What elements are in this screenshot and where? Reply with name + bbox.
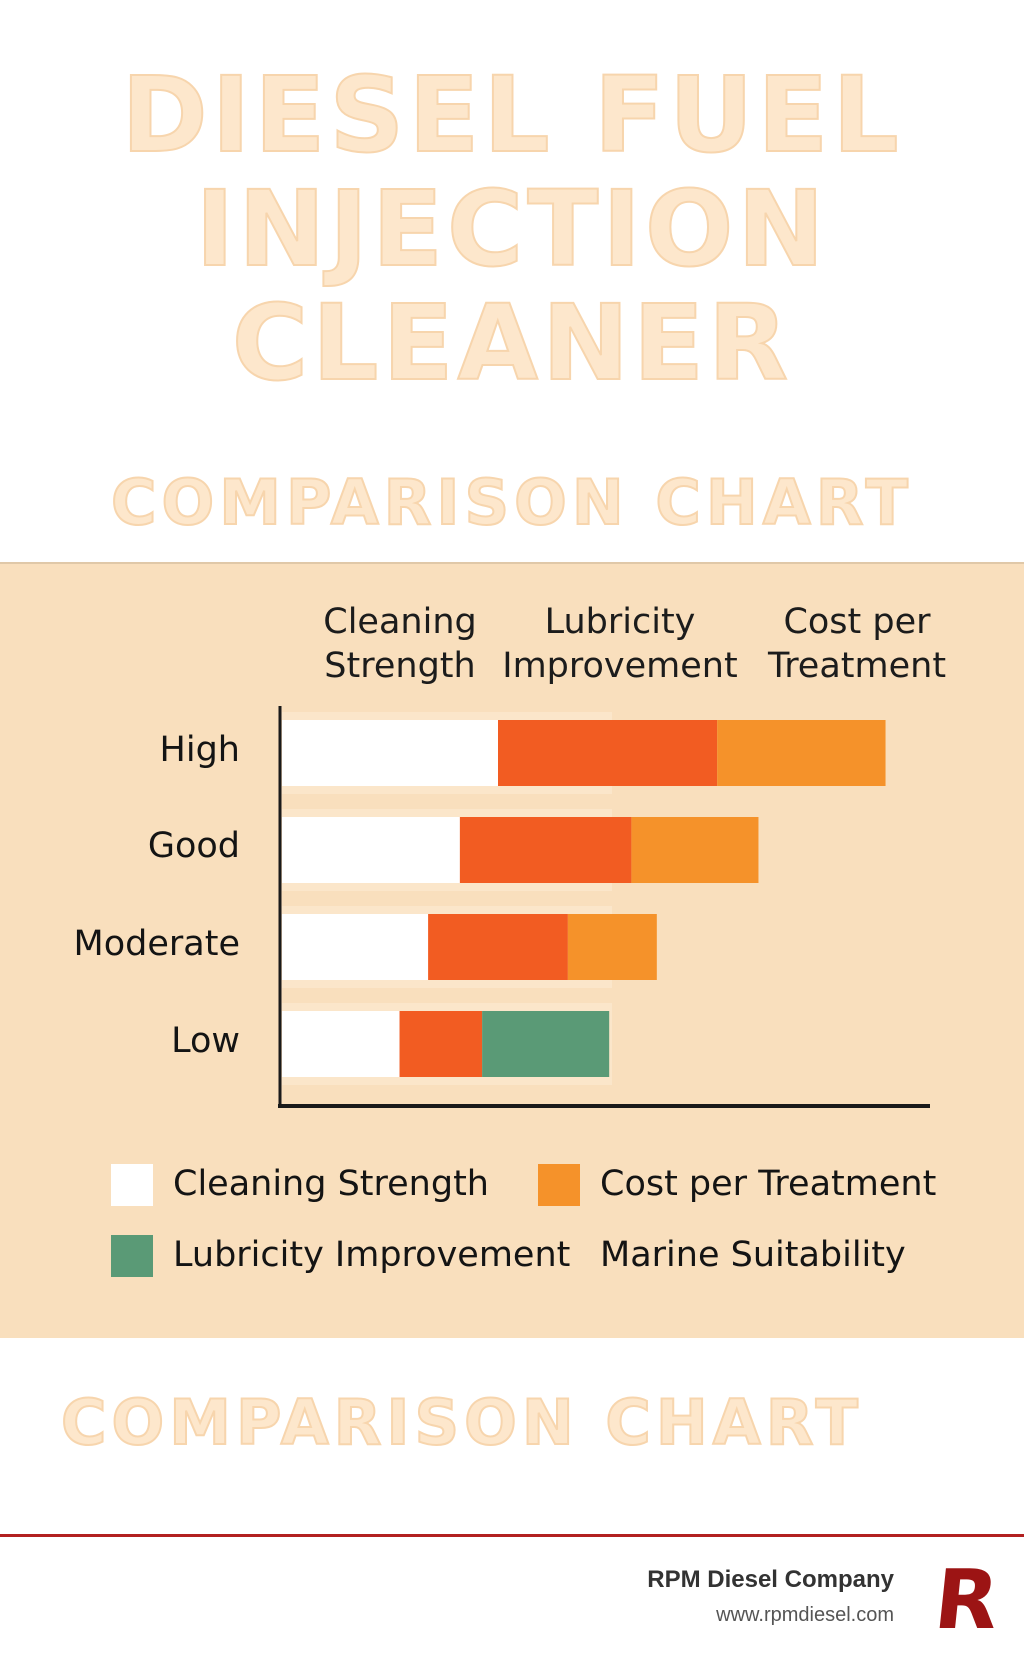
row-label-good: Good bbox=[147, 826, 240, 866]
bar-group bbox=[282, 712, 886, 1085]
company-website[interactable]: www.rpmdiesel.com bbox=[716, 1604, 894, 1626]
legend-label-marine: Marine Suitability bbox=[600, 1235, 906, 1275]
chart-subtitle: COMPARISON CHART bbox=[110, 466, 913, 539]
title-line-1: DIESEL FUEL bbox=[120, 54, 903, 176]
legend-swatch-lubricity bbox=[111, 1235, 153, 1277]
row-label-low: Low bbox=[171, 1021, 240, 1061]
legend-label-cost: Cost per Treatment bbox=[600, 1164, 937, 1204]
column-header-lubricity: Lubricity Improvement bbox=[502, 602, 738, 686]
company-name: RPM Diesel Company bbox=[647, 1566, 894, 1593]
bar-good-cleaning-strength bbox=[282, 817, 460, 883]
chart-subtitle-repeat: COMPARISON CHART bbox=[60, 1386, 863, 1459]
footer-divider bbox=[0, 1534, 1024, 1537]
bar-moderate-lubricity-improvement bbox=[428, 914, 568, 980]
bar-good-lubricity-improvement bbox=[459, 817, 632, 883]
column-header-cost: Cost per Treatment bbox=[767, 602, 947, 686]
row-label-high: High bbox=[159, 730, 240, 770]
bar-low-marine-suitability bbox=[482, 1011, 610, 1077]
title-line-3: CLEANER bbox=[231, 282, 793, 404]
bar-high-cost-per-treatment bbox=[717, 720, 886, 786]
bar-high-cleaning-strength bbox=[282, 720, 498, 786]
bar-moderate-cost-per-treatment bbox=[567, 914, 657, 980]
legend-label-cleaning: Cleaning Strength bbox=[173, 1164, 489, 1204]
row-label-moderate: Moderate bbox=[73, 924, 240, 964]
legend-swatch-cost bbox=[538, 1164, 580, 1206]
title-line-2: INJECTION bbox=[195, 168, 829, 290]
legend-swatch-cleaning bbox=[111, 1164, 153, 1206]
infographic-title: DIESEL FUEL INJECTION CLEANER bbox=[0, 54, 1024, 404]
bar-low-lubricity-improvement bbox=[399, 1011, 483, 1077]
legend-label-lubricity: Lubricity Improvement bbox=[173, 1235, 571, 1275]
bar-low-cleaning-strength bbox=[282, 1011, 400, 1077]
bar-high-lubricity-improvement bbox=[498, 720, 718, 786]
bar-good-cost-per-treatment bbox=[631, 817, 759, 883]
column-header-cleaning: Cleaning Strength bbox=[323, 602, 477, 686]
rpm-logo: R bbox=[930, 1553, 1004, 1648]
bar-moderate-cleaning-strength bbox=[282, 914, 429, 980]
